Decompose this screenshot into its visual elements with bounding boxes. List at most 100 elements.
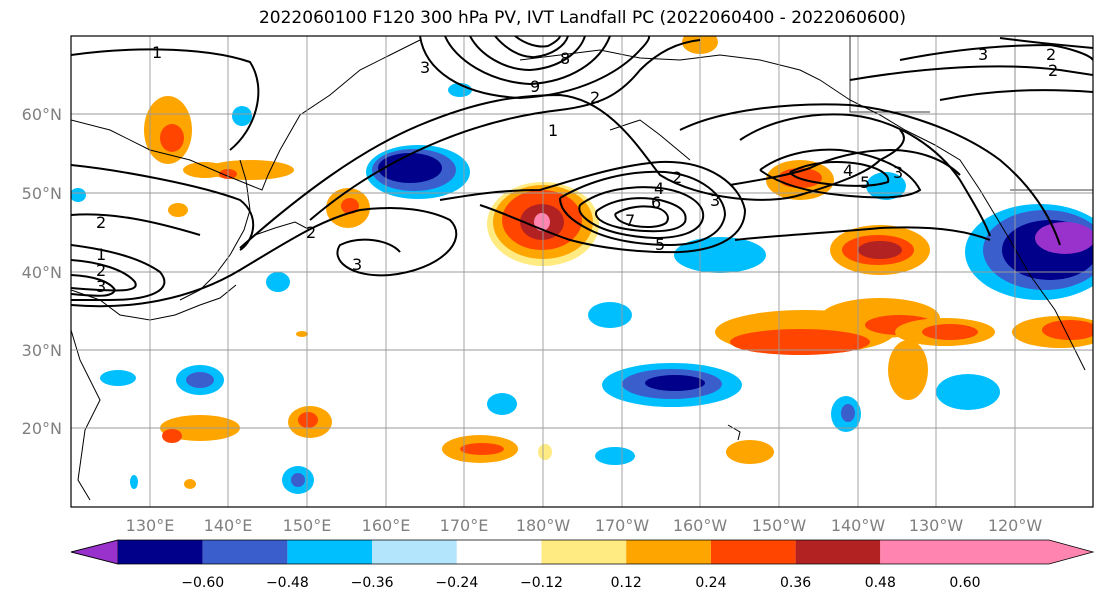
colorbar-outline	[70, 539, 1095, 565]
contour-line	[578, 186, 705, 240]
colorbar-segment	[372, 540, 457, 564]
coastline	[71, 329, 101, 501]
contour-line	[734, 226, 991, 241]
contour-line	[789, 161, 890, 187]
colorbar-tick-label: 0.24	[695, 575, 726, 591]
pv-blob	[130, 475, 138, 489]
border-line	[849, 36, 930, 113]
contour-label: 3	[893, 163, 903, 182]
pv-blob	[100, 370, 136, 386]
pv-blob	[645, 375, 705, 391]
pv-blob	[922, 324, 978, 340]
contour-label: 2	[96, 261, 106, 280]
contour-line	[679, 103, 1061, 246]
map-area: 1 8 2 9 3 2 1 2 4 6 7 5 3 3 4 5 3 2 1 2 …	[71, 36, 1093, 507]
pv-blob	[291, 473, 305, 487]
lon-label: 140°W	[831, 516, 886, 535]
contour-line	[759, 148, 922, 199]
lon-label: 150°E	[283, 516, 332, 535]
lon-label: 120°W	[988, 516, 1043, 535]
contour-labels: 1 8 2 9 3 2 1 2 4 6 7 5 3 3 4 5 3 2 1 2 …	[96, 43, 1058, 296]
colorbar-extend-left	[70, 539, 119, 565]
contour-line	[739, 113, 991, 237]
colorbar-segment	[626, 540, 711, 564]
lon-label: 130°W	[909, 516, 964, 535]
gridlines	[71, 36, 1093, 507]
contour-line	[614, 205, 669, 228]
colorbar-tick-label: 0.60	[949, 575, 980, 591]
pv-blob	[858, 241, 902, 259]
contour-line	[594, 197, 687, 233]
coastline	[71, 284, 237, 321]
pv-blob	[232, 106, 252, 126]
pv-blob	[936, 374, 1000, 410]
pv-blob	[538, 444, 552, 460]
contour-label: 6	[651, 193, 661, 212]
contour-label: 8	[560, 49, 570, 68]
pv-blob	[378, 153, 442, 183]
lat-label: 20°N	[22, 419, 62, 438]
ivt-contours	[71, 36, 1093, 308]
contour-line	[71, 259, 137, 292]
pv-blob	[730, 329, 870, 355]
contour-label: 1	[152, 43, 162, 62]
contour-line	[899, 43, 1093, 61]
contour-line	[514, 36, 561, 48]
contour-label: 7	[625, 211, 635, 230]
colorbar-segment	[710, 540, 796, 564]
pv-blob	[1035, 222, 1093, 254]
contour-label: 2	[96, 213, 106, 232]
pv-blob	[186, 372, 214, 388]
colorbar-segment	[202, 540, 288, 564]
colorbar-tick-label: −0.48	[266, 575, 309, 591]
pv-blob	[183, 162, 227, 178]
contour-line	[494, 36, 569, 59]
pv-blob	[162, 429, 182, 443]
contour-line	[849, 65, 1093, 81]
colorbar-tick-label: 0.12	[611, 575, 642, 591]
coastline	[254, 221, 311, 236]
lat-label: 30°N	[22, 341, 62, 360]
pv-blob	[184, 479, 196, 489]
lon-label: 170°E	[440, 516, 489, 535]
pv-blob	[160, 124, 184, 152]
pv-blob	[674, 237, 766, 273]
colorbar-tick-label: −0.12	[520, 575, 563, 591]
contour-label: 2	[1046, 45, 1056, 64]
colorbar-tick-label: 0.36	[780, 575, 811, 591]
contour-label: 2	[672, 168, 682, 187]
contour-label: 5	[655, 235, 665, 254]
pv-blob	[588, 302, 632, 328]
pv-blob	[1042, 320, 1093, 340]
contour-label: 1	[96, 245, 106, 264]
lon-label: 160°W	[673, 516, 728, 535]
pv-blob	[266, 272, 290, 292]
contour-line	[939, 89, 1093, 101]
contour-line	[439, 160, 747, 254]
contour-line	[71, 164, 255, 251]
contour-label: 3	[978, 45, 988, 64]
contour-line	[71, 274, 117, 297]
colorbar-segment	[880, 540, 965, 564]
contour-line	[419, 36, 650, 100]
pv-blob	[888, 340, 928, 400]
colorbar-segment	[541, 540, 627, 564]
colorbar-tick-label: 0.48	[865, 575, 896, 591]
contour-label: 4	[843, 161, 853, 180]
lat-labels: 60°N 50°N 40°N 30°N 20°N	[22, 105, 62, 438]
pv-blob	[534, 213, 550, 231]
contour-label: 5	[860, 173, 870, 192]
contour-line	[71, 244, 166, 301]
coastline	[727, 424, 741, 441]
contour-label: 3	[420, 58, 430, 77]
pv-blob	[595, 447, 635, 465]
contour-label: 1	[548, 121, 558, 140]
contour-line	[71, 213, 201, 236]
contour-label: 9	[530, 77, 540, 96]
contour-line	[71, 48, 260, 151]
lon-label: 160°E	[362, 516, 411, 535]
contour-line	[469, 36, 586, 72]
contour-label: 2	[590, 88, 600, 107]
colorbar-segment	[456, 540, 542, 564]
